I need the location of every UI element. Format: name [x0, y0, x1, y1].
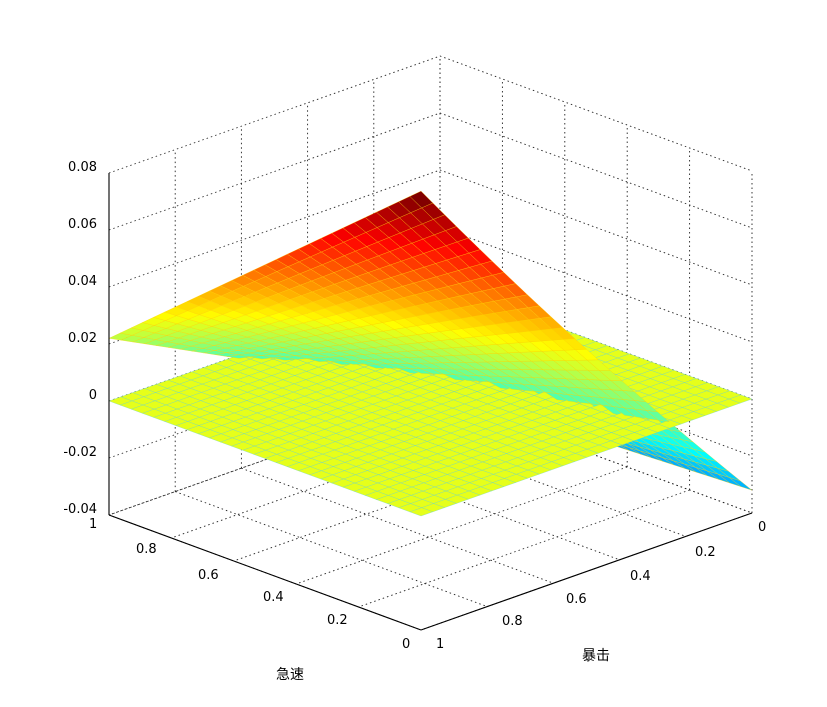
x-axis-label: 暴击 — [582, 648, 610, 664]
y-tick-label: 0.2 — [327, 613, 348, 628]
y-tick-label: 0 — [402, 637, 410, 652]
x-tick-label: 0.8 — [502, 614, 523, 629]
surface-patch — [409, 190, 434, 209]
x-tick-label: 0 — [758, 520, 766, 535]
y-axis-label: 急速 — [276, 667, 304, 683]
axes-lines — [108, 173, 753, 631]
grid-line — [108, 55, 753, 174]
x-tick-label: 0.4 — [630, 569, 651, 584]
z-tick-label: 0 — [89, 388, 97, 403]
z-tick-label: -0.02 — [63, 445, 97, 460]
y-tick-labels: 0 0.2 0.4 0.6 0.8 1 — [89, 517, 410, 652]
z-tick-label: 0.04 — [68, 274, 97, 289]
y-axis-line — [108, 514, 422, 631]
x-tick-labels: 0 0.2 0.4 0.6 0.8 1 — [436, 520, 766, 652]
grid-line — [358, 489, 690, 608]
grid-line — [175, 491, 488, 608]
grid-line — [108, 169, 753, 288]
z-tick-label: 0.02 — [68, 331, 97, 346]
z-tick-label: 0.06 — [68, 217, 97, 232]
surface-patch-flat — [409, 507, 434, 517]
y-tick-label: 1 — [89, 517, 97, 532]
x-tick-label: 0.6 — [566, 592, 587, 607]
z-tick-labels: -0.04 -0.02 0 0.02 0.04 0.06 0.08 — [63, 160, 97, 517]
y-tick-label: 0.6 — [198, 568, 219, 583]
y-tick-label: 0.4 — [263, 590, 284, 605]
z-tick-label: -0.04 — [63, 502, 97, 517]
x-axis-line — [420, 512, 753, 631]
grid-line — [296, 466, 628, 585]
x-tick-label: 1 — [436, 637, 444, 652]
y-tick-label: 0.8 — [136, 542, 157, 557]
grid-line — [241, 467, 554, 584]
z-tick-label: 0.08 — [68, 160, 97, 175]
x-tick-label: 0.2 — [695, 545, 716, 560]
surface-layer — [108, 190, 753, 517]
